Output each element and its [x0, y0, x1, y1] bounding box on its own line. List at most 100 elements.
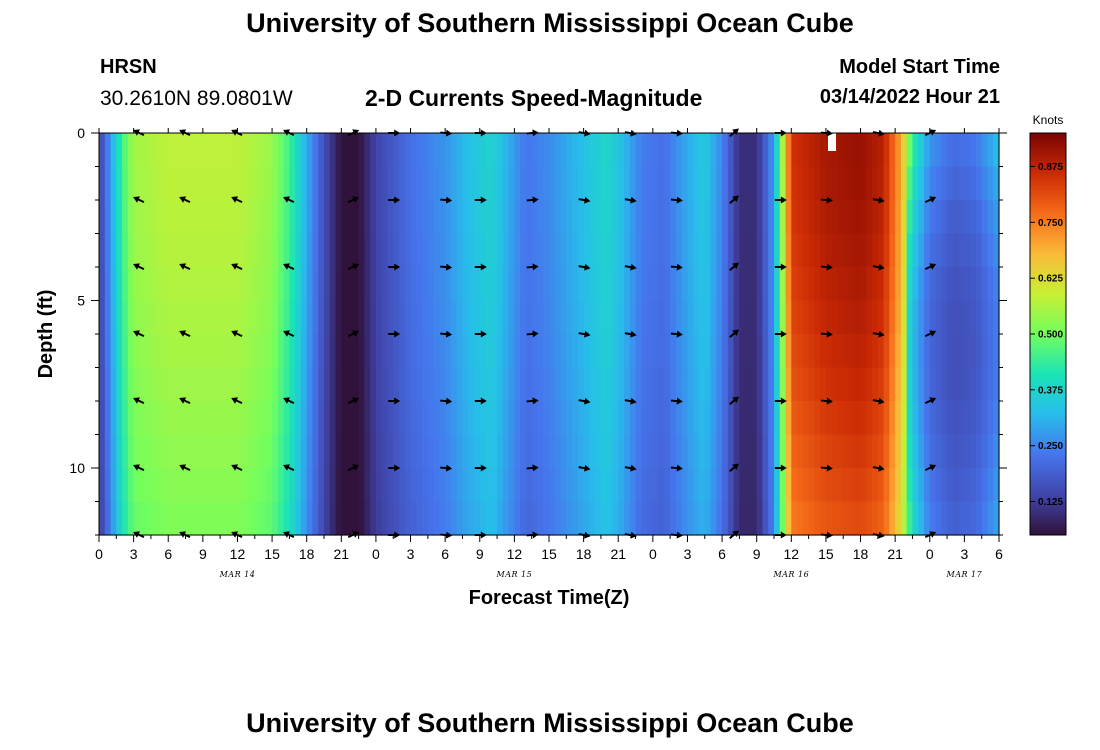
heatmap-cell	[260, 468, 267, 503]
heatmap-cell	[433, 334, 440, 369]
heatmap-cell	[520, 267, 527, 302]
heatmap-cell	[952, 300, 960, 335]
heatmap-cell	[554, 434, 562, 469]
heatmap-cell	[260, 267, 267, 302]
heatmap-cell	[958, 133, 965, 168]
heatmap-cell	[168, 468, 175, 503]
heatmap-cell	[808, 501, 815, 536]
heatmap-cell	[249, 334, 256, 369]
heatmap-cell	[237, 166, 244, 201]
heatmap-cell	[900, 434, 908, 469]
heatmap-cell	[116, 367, 123, 402]
heatmap-cell	[877, 300, 885, 335]
heatmap-cell	[514, 501, 521, 536]
heatmap-cell	[474, 367, 481, 402]
heatmap-cell	[647, 166, 654, 201]
heatmap-cell	[947, 401, 954, 436]
current-arrow	[283, 464, 295, 472]
heatmap-cell	[99, 133, 106, 168]
heatmap-cell	[618, 133, 625, 168]
heatmap-cell	[774, 267, 781, 302]
x-tick-label: 18	[576, 546, 592, 562]
heatmap-cell	[589, 133, 596, 168]
heatmap-cell	[439, 434, 446, 469]
heatmap-cell	[208, 334, 215, 369]
heatmap-cell	[664, 434, 671, 469]
heatmap-cell	[127, 133, 135, 168]
heatmap-cell	[249, 468, 256, 503]
heatmap-cell	[704, 434, 712, 469]
heatmap-cell	[243, 166, 250, 201]
heatmap-cell	[722, 367, 729, 402]
heatmap-cell	[768, 133, 775, 168]
current-arrow	[872, 263, 885, 271]
heatmap-cell	[370, 501, 377, 536]
heatmap-cell	[589, 166, 596, 201]
heatmap-cell	[693, 300, 700, 335]
heatmap-cell	[341, 367, 348, 402]
heatmap-cell	[941, 267, 948, 302]
heatmap-cell	[225, 300, 233, 335]
heatmap-cell	[739, 334, 746, 369]
heatmap-cell	[179, 300, 187, 335]
heatmap-cell	[900, 334, 908, 369]
current-arrow	[820, 196, 833, 204]
heatmap-cell	[612, 200, 619, 235]
heatmap-cell	[739, 233, 746, 268]
heatmap-cell	[525, 200, 533, 235]
heatmap-cell	[624, 133, 631, 168]
heatmap-cell	[583, 468, 590, 503]
heatmap-cell	[110, 267, 117, 302]
heatmap-cell	[145, 434, 152, 469]
heatmap-cell	[537, 401, 544, 436]
heatmap-cell	[347, 434, 354, 469]
heatmap-cell	[150, 267, 158, 302]
heatmap-cell	[335, 200, 342, 235]
current-arrow	[347, 263, 360, 271]
heatmap-cell	[981, 133, 989, 168]
heatmap-cell	[918, 300, 925, 335]
heatmap-cell	[468, 334, 475, 369]
heatmap-cell	[387, 166, 394, 201]
heatmap-cell	[474, 166, 481, 201]
heatmap-cell	[635, 367, 642, 402]
heatmap-cell	[456, 501, 464, 536]
heatmap-cell	[99, 468, 106, 503]
heatmap-cell	[110, 200, 117, 235]
heatmap-cell	[156, 300, 164, 335]
heatmap-cell	[422, 367, 429, 402]
heatmap-cell	[249, 133, 256, 168]
heatmap-cell	[941, 367, 948, 402]
heatmap-cell	[174, 501, 181, 536]
heatmap-cell	[745, 501, 752, 536]
heatmap-cell	[502, 267, 510, 302]
heatmap-cell	[220, 300, 227, 335]
heatmap-cell	[450, 133, 458, 168]
current-arrow	[388, 263, 401, 271]
heatmap-cell	[364, 267, 371, 302]
heatmap-cell	[162, 334, 169, 369]
heatmap-cell	[739, 468, 746, 503]
heatmap-cell	[474, 401, 481, 436]
heatmap-cell	[785, 166, 792, 201]
heatmap-cell	[312, 468, 319, 503]
heatmap-cell	[658, 133, 665, 168]
heatmap-cell	[370, 200, 377, 235]
current-arrow	[729, 128, 739, 137]
heatmap-cell	[520, 300, 527, 335]
heatmap-cell	[791, 334, 798, 369]
heatmap-cell	[387, 334, 394, 369]
heatmap-cell	[416, 468, 423, 503]
heatmap-cell	[791, 501, 798, 536]
heatmap-cell	[779, 300, 787, 335]
colorbar-tick-label: 0.875	[1038, 162, 1063, 173]
heatmap-cell	[912, 334, 919, 369]
heatmap-cell	[260, 401, 267, 436]
heatmap-cell	[450, 434, 458, 469]
heatmap-cell	[427, 434, 435, 469]
heatmap-cell	[260, 133, 267, 168]
heatmap-cell	[277, 233, 285, 268]
heatmap-cell	[600, 200, 608, 235]
heatmap-cell	[122, 133, 129, 168]
heatmap-cell	[456, 367, 464, 402]
